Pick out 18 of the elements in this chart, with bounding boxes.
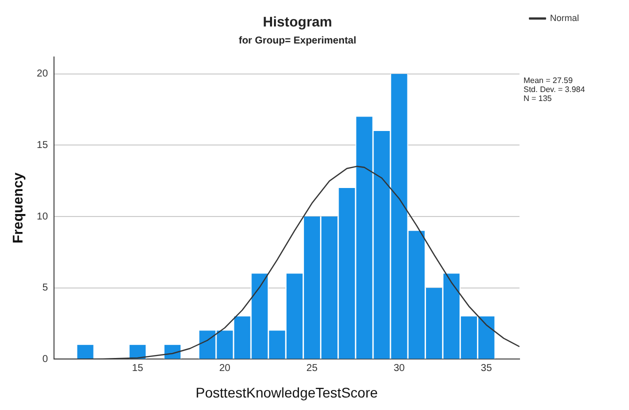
y-tick-label: 20: [36, 68, 48, 80]
y-axis-title: Frequency: [9, 172, 26, 244]
legend-label: Normal: [550, 12, 580, 23]
y-tick-label: 15: [36, 140, 48, 151]
chart-subtitle: for Group= Experimental: [238, 36, 356, 47]
x-tick-label: 30: [394, 362, 406, 374]
x-tick-label: 25: [306, 362, 318, 374]
y-tick-label: 10: [36, 211, 48, 222]
text: Mean = 27.59: [523, 76, 574, 86]
x-tick-label: 20: [219, 362, 231, 374]
x-tick-label: 35: [480, 362, 492, 374]
chart-title: Histogram: [262, 13, 332, 30]
text: Std. Dev. = 3.984: [523, 85, 586, 94]
x-tick-label: 15: [132, 362, 144, 374]
y-tick-label: 5: [42, 282, 48, 294]
x-axis-title: PosttestKnowledgeTestScore: [196, 384, 378, 400]
text: N = 135: [523, 94, 552, 104]
y-tick-label: 0: [42, 354, 48, 365]
